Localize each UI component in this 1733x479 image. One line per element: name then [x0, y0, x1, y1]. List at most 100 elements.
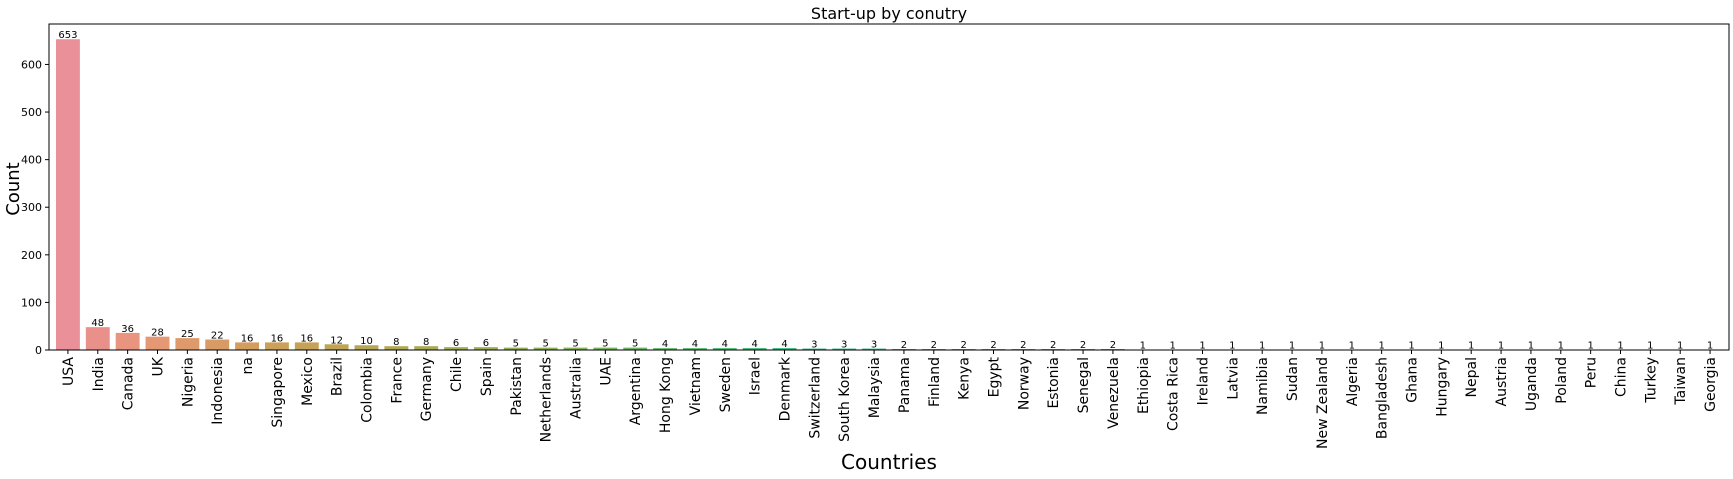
x-tick-label: Chile	[449, 357, 465, 392]
bar-colombia	[354, 345, 379, 350]
data-label: 2	[1080, 340, 1086, 351]
y-tick-label: 0	[35, 344, 42, 357]
bar-israel	[742, 348, 767, 350]
bar-chile	[444, 347, 469, 350]
x-tick-label: Latvia	[1225, 357, 1241, 400]
data-label: 2	[960, 340, 966, 351]
bar-france	[384, 346, 409, 350]
x-tick-label: Austria	[1494, 357, 1510, 406]
data-label: 1	[1319, 341, 1325, 352]
x-tick-label: na	[240, 357, 256, 374]
data-label: 16	[241, 333, 254, 344]
data-label: 6	[453, 338, 459, 349]
data-label: 5	[632, 339, 638, 350]
y-tick-label: 600	[21, 58, 42, 71]
data-label: 4	[692, 339, 698, 350]
data-label: 1	[1647, 341, 1653, 352]
data-label: 1	[1677, 341, 1683, 352]
data-label: 1	[1408, 341, 1414, 352]
x-tick-label: Uganda	[1524, 357, 1540, 411]
x-tick-label: Denmark	[778, 356, 794, 421]
data-label: 1	[1707, 341, 1713, 352]
x-tick-label: China	[1614, 357, 1630, 397]
y-tick-label: 200	[21, 249, 42, 262]
bar-mexico	[294, 342, 319, 350]
data-label: 4	[781, 339, 787, 350]
x-tick-label: Estonia	[1046, 357, 1062, 409]
data-label: 1	[1617, 341, 1623, 352]
data-label: 12	[330, 335, 343, 346]
x-tick-label: UAE	[598, 357, 614, 386]
bar-indonesia	[205, 339, 230, 350]
x-tick-label: Algeria	[1345, 357, 1361, 406]
x-tick-label: New Zealand	[1315, 357, 1331, 449]
data-label: 10	[360, 336, 373, 347]
x-tick-label: UK	[151, 356, 167, 376]
bar-switzerland	[802, 348, 827, 350]
data-label: 1	[1169, 341, 1175, 352]
x-tick-label: Norway	[1016, 357, 1032, 410]
x-tick-label: Malaysia	[867, 357, 883, 418]
x-tick-label: India	[91, 357, 107, 391]
y-tick-label: 100	[21, 296, 42, 309]
data-label: 22	[211, 331, 224, 342]
x-tick-label: Sweden	[718, 357, 734, 412]
data-label: 48	[91, 318, 104, 329]
x-tick-label: Germany	[419, 357, 435, 421]
x-tick-label: Canada	[121, 357, 137, 410]
x-tick-label: Indonesia	[210, 357, 226, 425]
x-tick-label: Israel	[748, 357, 764, 395]
data-label: 8	[423, 337, 429, 348]
data-label: 1	[1528, 341, 1534, 352]
bar-germany	[414, 346, 439, 350]
x-tick-label: Venezuela	[1106, 357, 1122, 429]
bar-vietnam	[682, 348, 707, 350]
data-label: 16	[271, 333, 284, 344]
data-label: 2	[901, 340, 907, 351]
x-tick-label: Kenya	[957, 357, 973, 400]
bar-spain	[473, 347, 498, 350]
data-label: 8	[393, 337, 399, 348]
data-label: 5	[542, 339, 548, 350]
y-tick-label: 300	[21, 201, 42, 214]
bar-singapore	[264, 342, 289, 350]
x-tick-label: Bangladesh	[1375, 357, 1391, 439]
bars-group	[55, 39, 1723, 350]
x-tick-label: Egypt	[987, 357, 1003, 398]
data-label: 1	[1229, 341, 1235, 352]
x-axis-ticks: USA India Canada UK Nigeria Indonesia na Singap…	[61, 350, 1719, 449]
data-label: 2	[1110, 340, 1116, 351]
y-axis-ticks: 0 100 200 300 400 500 600	[21, 58, 49, 357]
bar-canada	[115, 332, 140, 350]
x-tick-label: Singapore	[270, 357, 286, 428]
y-tick-label: 500	[21, 106, 42, 119]
x-tick-label: Ghana	[1405, 357, 1421, 403]
x-tick-label: South Korea	[837, 357, 853, 442]
bar-uk	[145, 336, 170, 350]
x-tick-label: Namibia	[1255, 357, 1271, 415]
x-tick-label: Peru	[1584, 357, 1600, 388]
bar-usa	[55, 39, 80, 350]
x-tick-label: Taiwan	[1673, 357, 1689, 406]
bar-hong-kong	[653, 348, 678, 350]
x-tick-label: Nigeria	[180, 357, 196, 407]
data-label: 2	[990, 340, 996, 351]
x-tick-label: Finland	[927, 357, 943, 407]
bar-australia	[563, 347, 588, 350]
x-axis-label: Countries	[841, 450, 937, 474]
data-label: 4	[722, 339, 728, 350]
x-tick-label: Switzerland	[807, 357, 823, 439]
data-label: 5	[513, 339, 519, 350]
data-label: 1	[1558, 341, 1564, 352]
bar-pakistan	[503, 347, 528, 350]
data-label: 16	[300, 333, 313, 344]
data-label: 1	[1468, 341, 1474, 352]
bar-india	[85, 327, 110, 350]
x-tick-label: Hungary	[1434, 357, 1450, 417]
data-label: 1	[1587, 341, 1593, 352]
data-label: 2	[1050, 340, 1056, 351]
data-label: 1	[1259, 341, 1265, 352]
